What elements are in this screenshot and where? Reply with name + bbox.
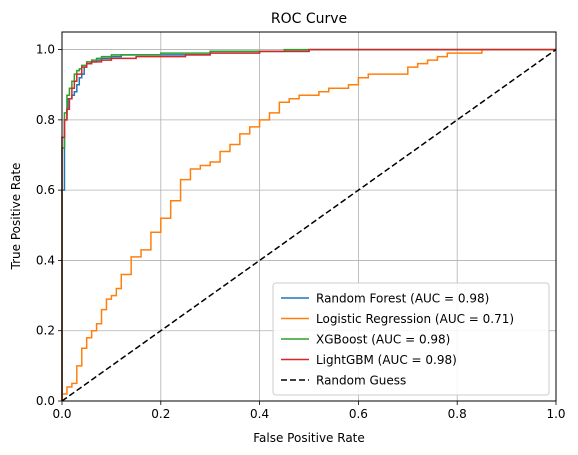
legend-label: Random Forest (AUC = 0.98) <box>316 292 489 306</box>
y-axis-label: True Positive Rate <box>9 163 23 271</box>
legend-label: Random Guess <box>316 374 406 388</box>
x-tick-label: 0.6 <box>349 407 368 421</box>
series-line-logistic-regression <box>61 48 556 401</box>
y-tick-label: 1.0 <box>36 43 55 57</box>
y-tick-label: 0.6 <box>36 183 55 197</box>
y-tick-label: 0.8 <box>36 113 55 127</box>
legend: Random Forest (AUC = 0.98) Logistic Regre… <box>272 282 550 396</box>
x-tick-label: 0.8 <box>448 407 467 421</box>
y-tick-label: 0.4 <box>36 253 55 267</box>
series-line-lightgbm <box>61 48 556 401</box>
chart-title: ROC Curve <box>271 11 347 27</box>
legend-label: LightGBM (AUC = 0.98) <box>316 353 457 367</box>
series-line-random-guess <box>61 48 557 402</box>
legend-label: Logistic Regression (AUC = 0.71) <box>316 312 514 326</box>
y-tick-label: 0.2 <box>36 324 55 338</box>
legend-label: XGBoost (AUC = 0.98) <box>316 333 450 347</box>
x-tick-label: 0.0 <box>52 407 71 421</box>
y-axis-ticks: 0.0 0.2 0.4 0.6 0.8 1.0 <box>36 43 62 408</box>
x-tick-label: 0.4 <box>250 407 269 421</box>
x-tick-label: 1.0 <box>546 407 565 421</box>
grid-lines <box>61 32 557 402</box>
plot-frame <box>61 31 557 402</box>
x-axis-label: False Positive Rate <box>253 431 365 445</box>
x-axis-ticks: 0.0 0.2 0.4 0.6 0.8 1.0 <box>52 401 566 421</box>
legend-box <box>272 282 550 396</box>
y-tick-label: 0.0 <box>36 394 55 408</box>
x-tick-label: 0.2 <box>151 407 170 421</box>
series-lines <box>61 48 557 402</box>
